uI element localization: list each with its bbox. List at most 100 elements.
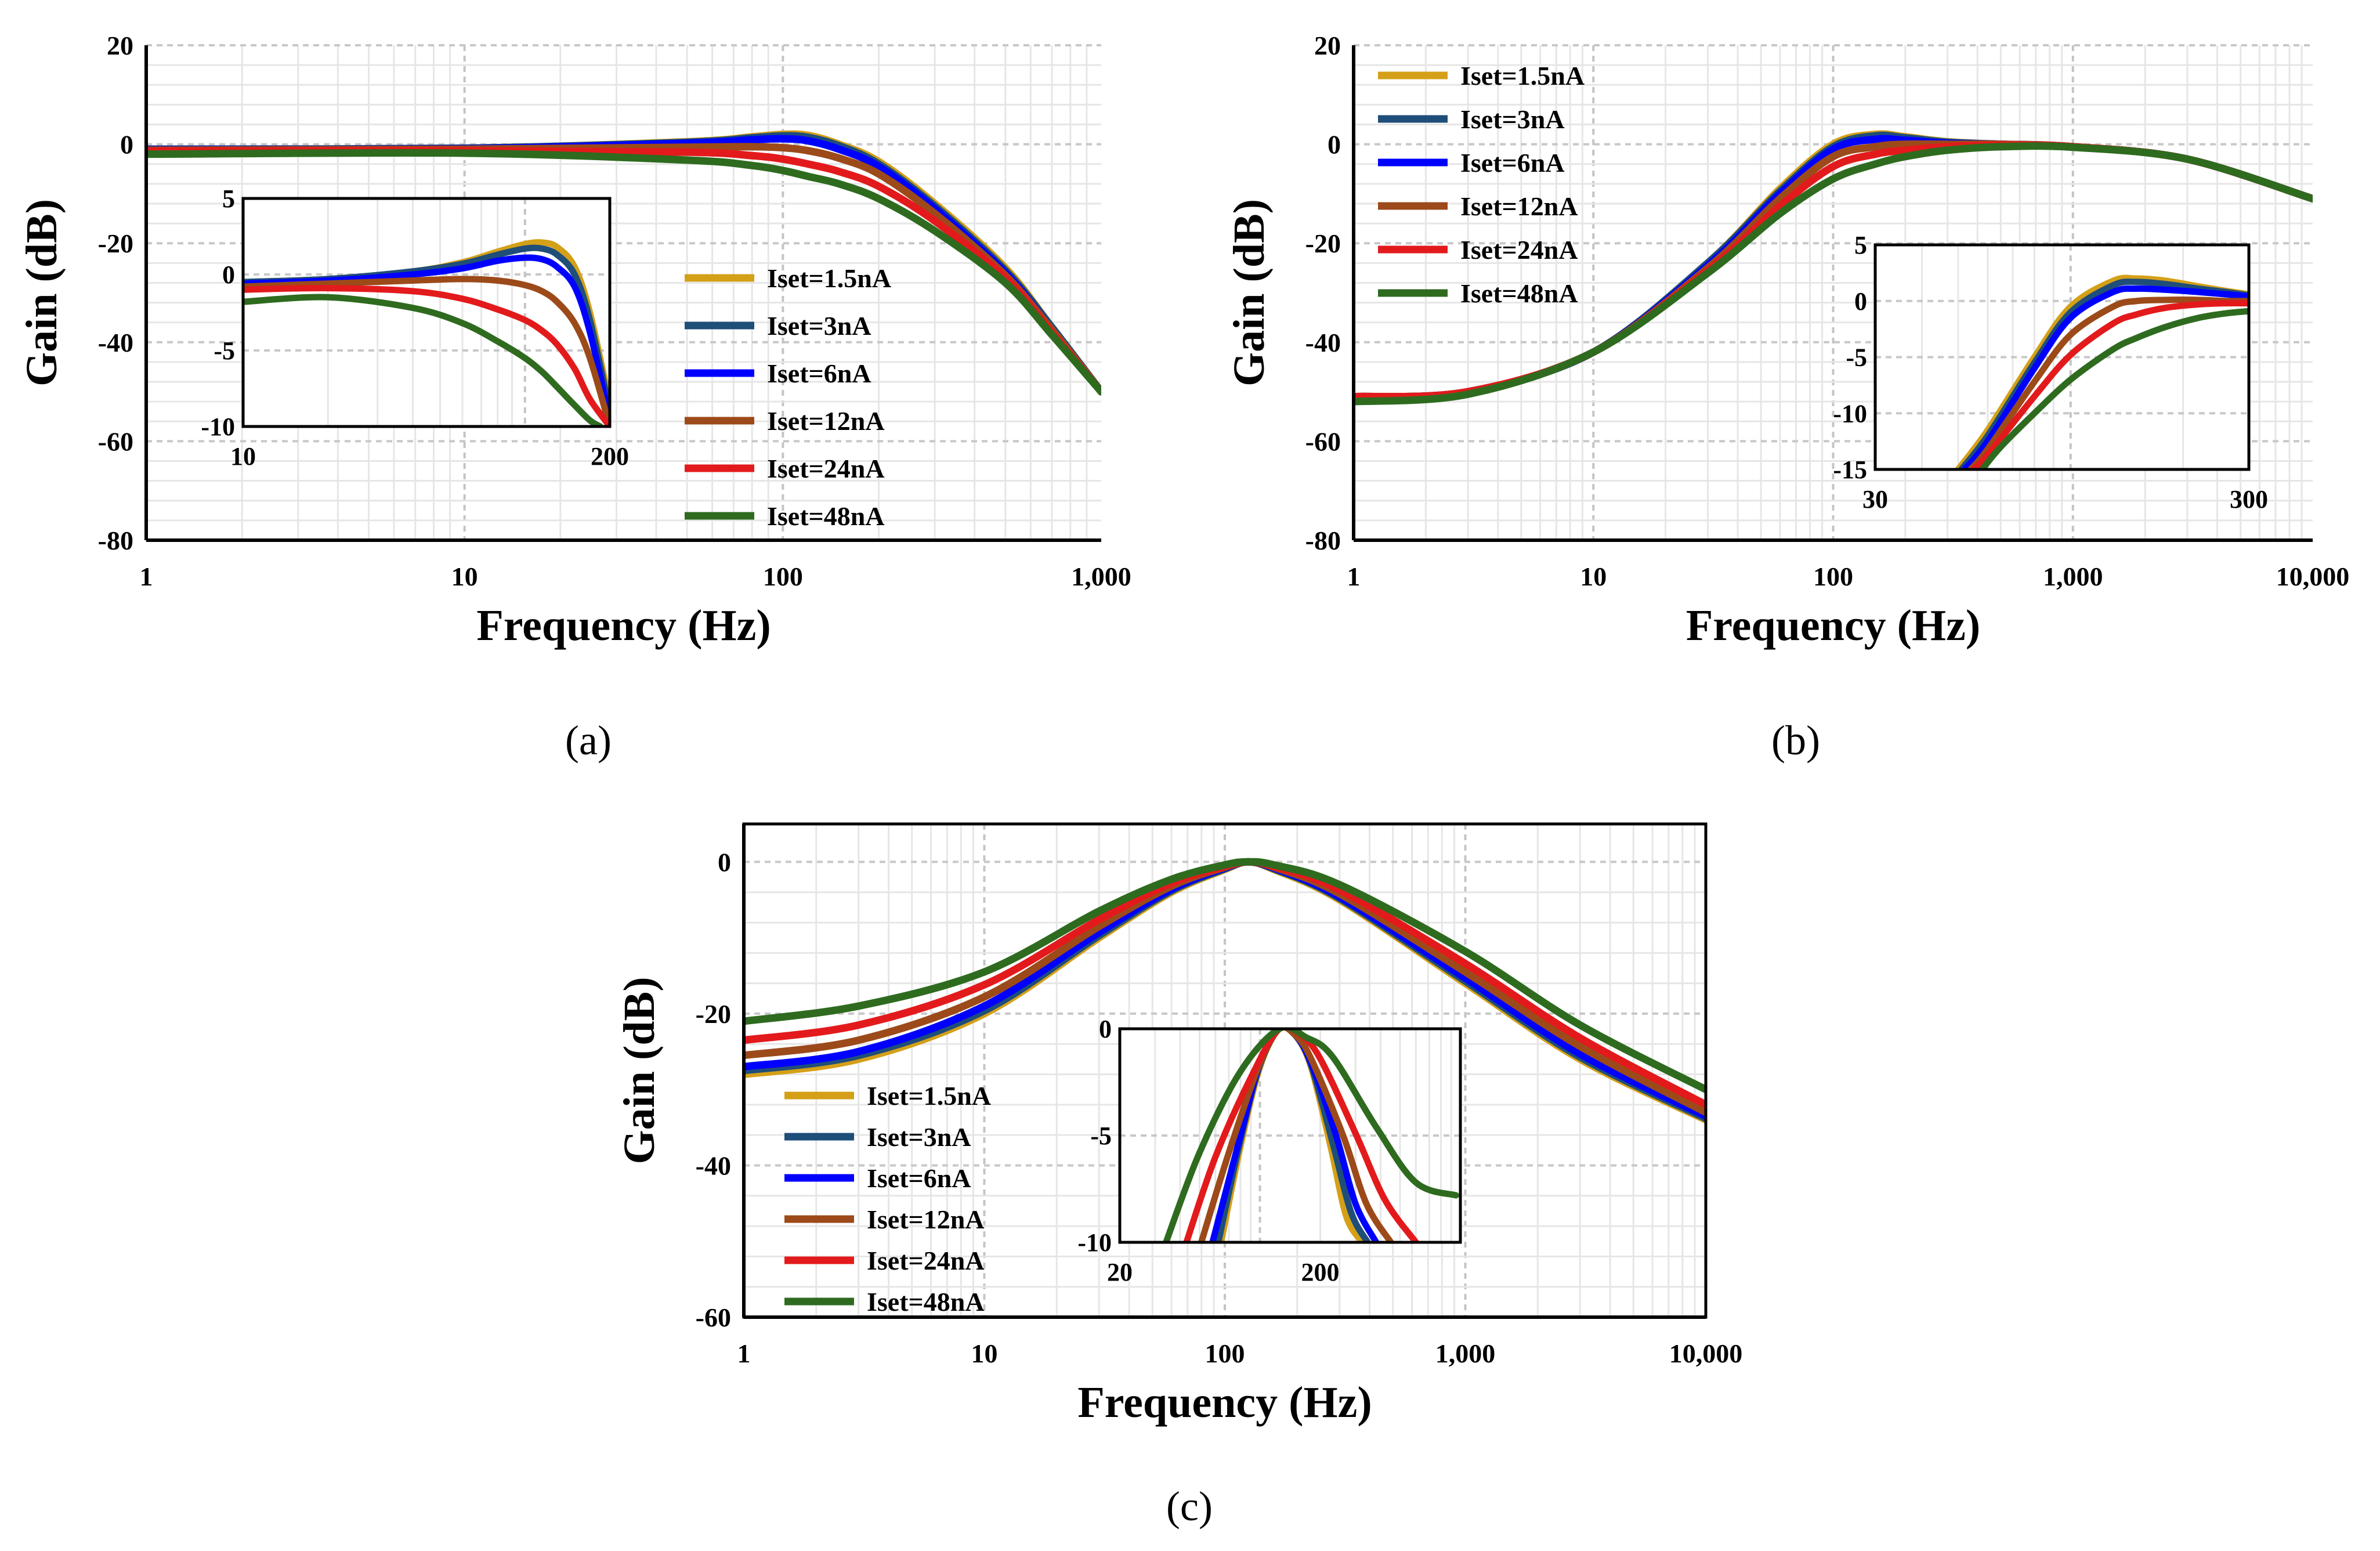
inset-y-tick-label: -10 xyxy=(1077,1228,1112,1257)
y-tick-label: -40 xyxy=(696,1151,731,1180)
series-line-iset-12na xyxy=(1198,1029,1394,1242)
legend-label: Iset=1.5nA xyxy=(867,1081,991,1111)
inset-x-tick-label: 20 xyxy=(1107,1258,1133,1286)
legend-label: Iset=3nA xyxy=(767,311,871,341)
y-tick-label: 0 xyxy=(120,130,133,160)
x-tick-label: 100 xyxy=(763,562,803,591)
inset-x-tick-label: 300 xyxy=(2230,485,2268,514)
x-tick-label: 10 xyxy=(451,562,478,591)
y-tick-label: -20 xyxy=(1305,229,1341,258)
x-axis-title: Frequency (Hz) xyxy=(1686,601,1980,650)
legend-label: Iset=3nA xyxy=(1460,104,1565,134)
plot-frame xyxy=(742,822,1708,1319)
inset-x-tick-label: 30 xyxy=(1862,485,1888,514)
y-tick-label: -60 xyxy=(696,1303,731,1332)
x-tick-label: 100 xyxy=(1813,562,1853,591)
figure-caption-a: (a) xyxy=(565,717,612,764)
x-tick-label: 1,000 xyxy=(1435,1339,1496,1368)
inset-frame xyxy=(1118,1027,1462,1244)
y-tick-label: -20 xyxy=(98,229,133,258)
legend-label: Iset=24nA xyxy=(867,1246,985,1275)
legend-c: Iset=1.5nA Iset=3nA Iset=6nA Iset=12nA Iset=… xyxy=(784,1081,991,1317)
series-line-iset-6na xyxy=(243,254,610,422)
legend-label: Iset=24nA xyxy=(1460,235,1578,265)
y-tick-label: -60 xyxy=(1305,426,1341,456)
series-line-iset-48na xyxy=(1354,142,2313,406)
inset-x-tick-label: 10 xyxy=(230,442,256,471)
inset-y-tick-label: 0 xyxy=(1854,287,1867,316)
series-line-iset-48na xyxy=(744,858,1706,1094)
y-tick-label: 0 xyxy=(1328,130,1341,160)
x-tick-label: 1 xyxy=(737,1339,751,1368)
series-line-iset-12na xyxy=(1967,297,2249,469)
legend-label: Iset=3nA xyxy=(867,1122,971,1152)
x-tick-label: 1,000 xyxy=(1071,562,1131,591)
inset-y-tick-label: -5 xyxy=(1090,1122,1112,1150)
y-tick-label: -80 xyxy=(1305,526,1341,555)
legend-label: Iset=24nA xyxy=(767,454,885,483)
x-tick-label: 10 xyxy=(971,1339,998,1368)
x-axis-title: Frequency (Hz) xyxy=(1077,1378,1372,1427)
legend-label: Iset=48nA xyxy=(867,1287,985,1317)
legend-label: Iset=12nA xyxy=(867,1205,985,1234)
x-tick-label: 10,000 xyxy=(2276,562,2350,591)
legend-label: Iset=48nA xyxy=(1460,279,1578,308)
x-tick-label: 1 xyxy=(140,562,153,591)
legend-label: Iset=12nA xyxy=(1460,191,1578,221)
inset-y-tick-label: 5 xyxy=(1854,231,1867,259)
x-tick-label: 1 xyxy=(1347,562,1361,591)
inset-frame xyxy=(1873,243,2251,471)
inset-frame xyxy=(241,197,612,428)
inset-y-tick-label: -10 xyxy=(1833,399,1867,428)
figure-caption-b: (b) xyxy=(1771,717,1820,764)
series-line-iset-48na xyxy=(243,294,604,426)
y-axis-title: Gain (dB) xyxy=(615,977,664,1164)
legend-b: Iset=1.5nA Iset=3nA Iset=6nA Iset=12nA Iset=… xyxy=(1378,61,1585,308)
series-line-iset-24na xyxy=(243,285,610,426)
y-axis-title: Gain (dB) xyxy=(1225,199,1274,386)
chart-panel-b: 20 0 -20 -40 -60 -801 10 100 1,000 10,000 Frequenc… xyxy=(1225,31,2349,764)
y-tick-label: 20 xyxy=(107,31,133,60)
y-tick-label: 0 xyxy=(718,847,731,877)
inset-y-tick-label: -5 xyxy=(214,337,235,365)
y-tick-label: -80 xyxy=(98,526,133,555)
x-tick-label: 10 xyxy=(1580,562,1607,591)
legend-a: Iset=1.5nA Iset=3nA Iset=6nA Iset=12nA Iset=… xyxy=(685,263,891,531)
legend-label: Iset=6nA xyxy=(1460,148,1565,178)
legend-label: Iset=1.5nA xyxy=(767,263,891,293)
inset-x-tick-label: 200 xyxy=(591,442,629,471)
legend-label: Iset=6nA xyxy=(867,1163,971,1193)
x-axis-title: Frequency (Hz) xyxy=(476,601,771,650)
legend-label: Iset=48nA xyxy=(767,501,885,531)
inset-y-tick-label: 0 xyxy=(222,261,235,289)
y-axis-title: Gain (dB) xyxy=(17,199,66,386)
y-tick-label: -40 xyxy=(98,328,133,357)
inset-y-tick-label: -5 xyxy=(1846,344,1867,372)
inset-x-tick-label: 200 xyxy=(1301,1258,1340,1286)
inset-y-tick-label: 0 xyxy=(1099,1015,1112,1043)
x-tick-label: 1,000 xyxy=(2043,562,2103,591)
legend-label: Iset=12nA xyxy=(767,406,885,436)
chart-panel-c: 0 -20 -40 -601 10 100 1,000 10,000 Frequency (Hz… xyxy=(615,822,1743,1530)
series-line-iset-12na xyxy=(243,276,610,426)
series-line-iset-48na xyxy=(1163,1029,1459,1242)
legend-label: Iset=6nA xyxy=(767,359,871,388)
series-line-iset-6na xyxy=(1961,285,2249,469)
y-tick-label: -40 xyxy=(1305,328,1341,357)
figure-caption-c: (c) xyxy=(1166,1483,1213,1530)
series-line-iset-48na xyxy=(1978,308,2249,469)
series-line-iset-48na xyxy=(146,149,1101,396)
y-tick-label: 20 xyxy=(1314,31,1341,60)
inset-y-tick-label: -15 xyxy=(1833,455,1867,484)
x-tick-label: 100 xyxy=(1205,1339,1245,1368)
inset-y-tick-label: 5 xyxy=(222,185,235,213)
series-line-iset-24na xyxy=(1970,299,2249,469)
y-tick-label: -20 xyxy=(696,999,731,1029)
legend-label: Iset=1.5nA xyxy=(1460,61,1585,91)
x-tick-label: 10,000 xyxy=(1669,1339,1743,1368)
